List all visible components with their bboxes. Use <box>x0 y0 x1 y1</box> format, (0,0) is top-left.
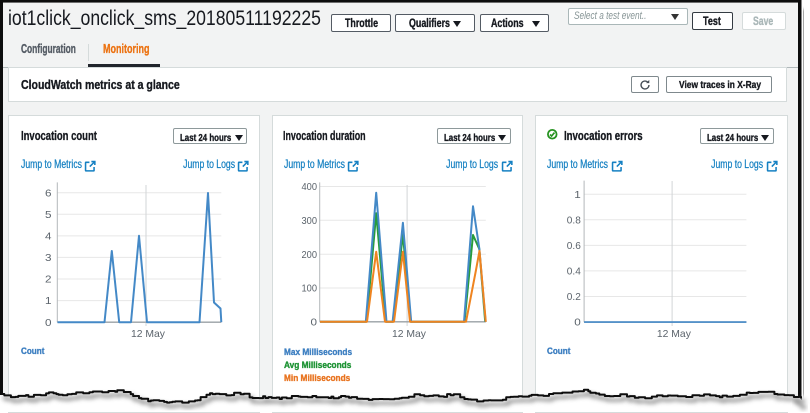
svg-text:0: 0 <box>311 316 318 328</box>
svg-text:1: 1 <box>45 295 52 307</box>
svg-text:0: 0 <box>574 317 581 329</box>
svg-text:0.4: 0.4 <box>567 266 581 278</box>
svg-text:0: 0 <box>45 317 52 329</box>
svg-text:12 May: 12 May <box>657 328 692 340</box>
svg-text:200: 200 <box>302 249 318 261</box>
svg-text:6: 6 <box>45 187 52 199</box>
svg-text:12 May: 12 May <box>392 328 427 340</box>
svg-text:3: 3 <box>45 252 52 264</box>
svg-text:0.8: 0.8 <box>567 214 581 226</box>
svg-text:2: 2 <box>45 274 52 286</box>
svg-text:4: 4 <box>45 231 52 243</box>
svg-text:5: 5 <box>45 209 52 221</box>
svg-text:1: 1 <box>574 189 581 201</box>
svg-text:0.2: 0.2 <box>567 291 581 303</box>
svg-text:400: 400 <box>302 181 318 193</box>
svg-text:0.6: 0.6 <box>567 240 581 252</box>
svg-text:300: 300 <box>302 215 318 227</box>
svg-text:100: 100 <box>302 283 318 295</box>
svg-text:12 May: 12 May <box>131 328 166 340</box>
